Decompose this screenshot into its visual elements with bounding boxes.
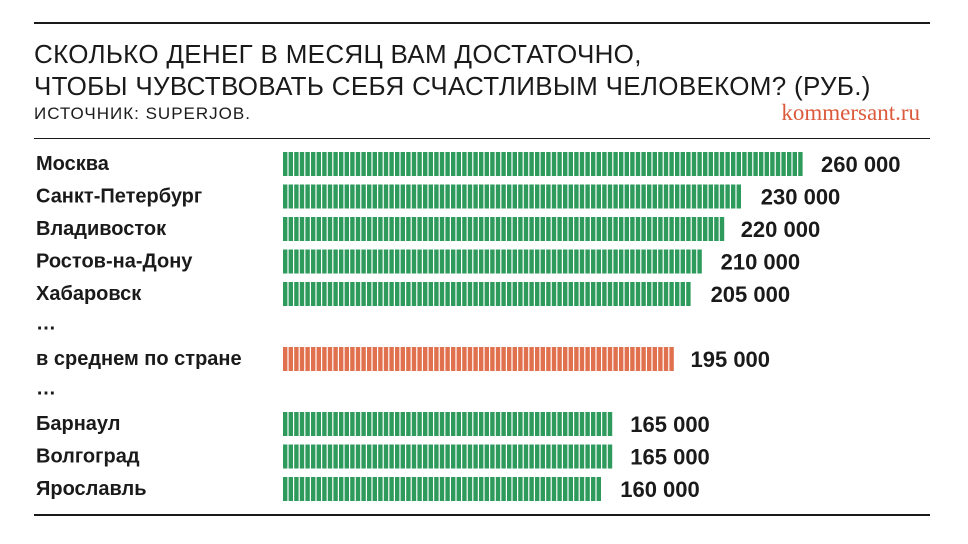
bar-chart: Москва 260 000 Санкт-Петербург 230 000 Влади… bbox=[0, 0, 968, 544]
value-label: 260 000 bbox=[821, 152, 901, 177]
bar bbox=[283, 445, 612, 469]
value-label: 160 000 bbox=[620, 477, 700, 502]
value-label: 220 000 bbox=[741, 217, 821, 242]
category-label: Ярославль bbox=[36, 478, 147, 500]
bottom-rule bbox=[34, 514, 930, 516]
category-label: Москва bbox=[36, 153, 110, 175]
bar bbox=[283, 185, 741, 209]
value-label: 195 000 bbox=[691, 347, 771, 372]
category-label: Санкт-Петербург bbox=[36, 186, 202, 208]
bar-average bbox=[283, 347, 674, 371]
ellipsis-gap: … bbox=[36, 378, 56, 400]
value-label: 165 000 bbox=[630, 412, 710, 437]
bar bbox=[283, 412, 612, 436]
category-label: Хабаровск bbox=[36, 283, 142, 305]
bar bbox=[283, 282, 691, 306]
value-label: 230 000 bbox=[761, 185, 841, 210]
bar bbox=[283, 217, 724, 241]
category-label: Волгоград bbox=[36, 446, 140, 468]
value-label: 165 000 bbox=[630, 445, 710, 470]
category-label: в среднем по стране bbox=[36, 348, 242, 370]
value-label: 205 000 bbox=[711, 282, 791, 307]
value-label: 210 000 bbox=[721, 250, 801, 275]
category-label: Владивосток bbox=[36, 218, 167, 240]
bar bbox=[283, 250, 702, 274]
bar bbox=[283, 152, 803, 176]
bar bbox=[283, 477, 601, 501]
category-label: Ростов-на-Дону bbox=[36, 251, 193, 273]
category-label: Барнаул bbox=[36, 413, 120, 435]
ellipsis-gap: … bbox=[36, 313, 56, 335]
